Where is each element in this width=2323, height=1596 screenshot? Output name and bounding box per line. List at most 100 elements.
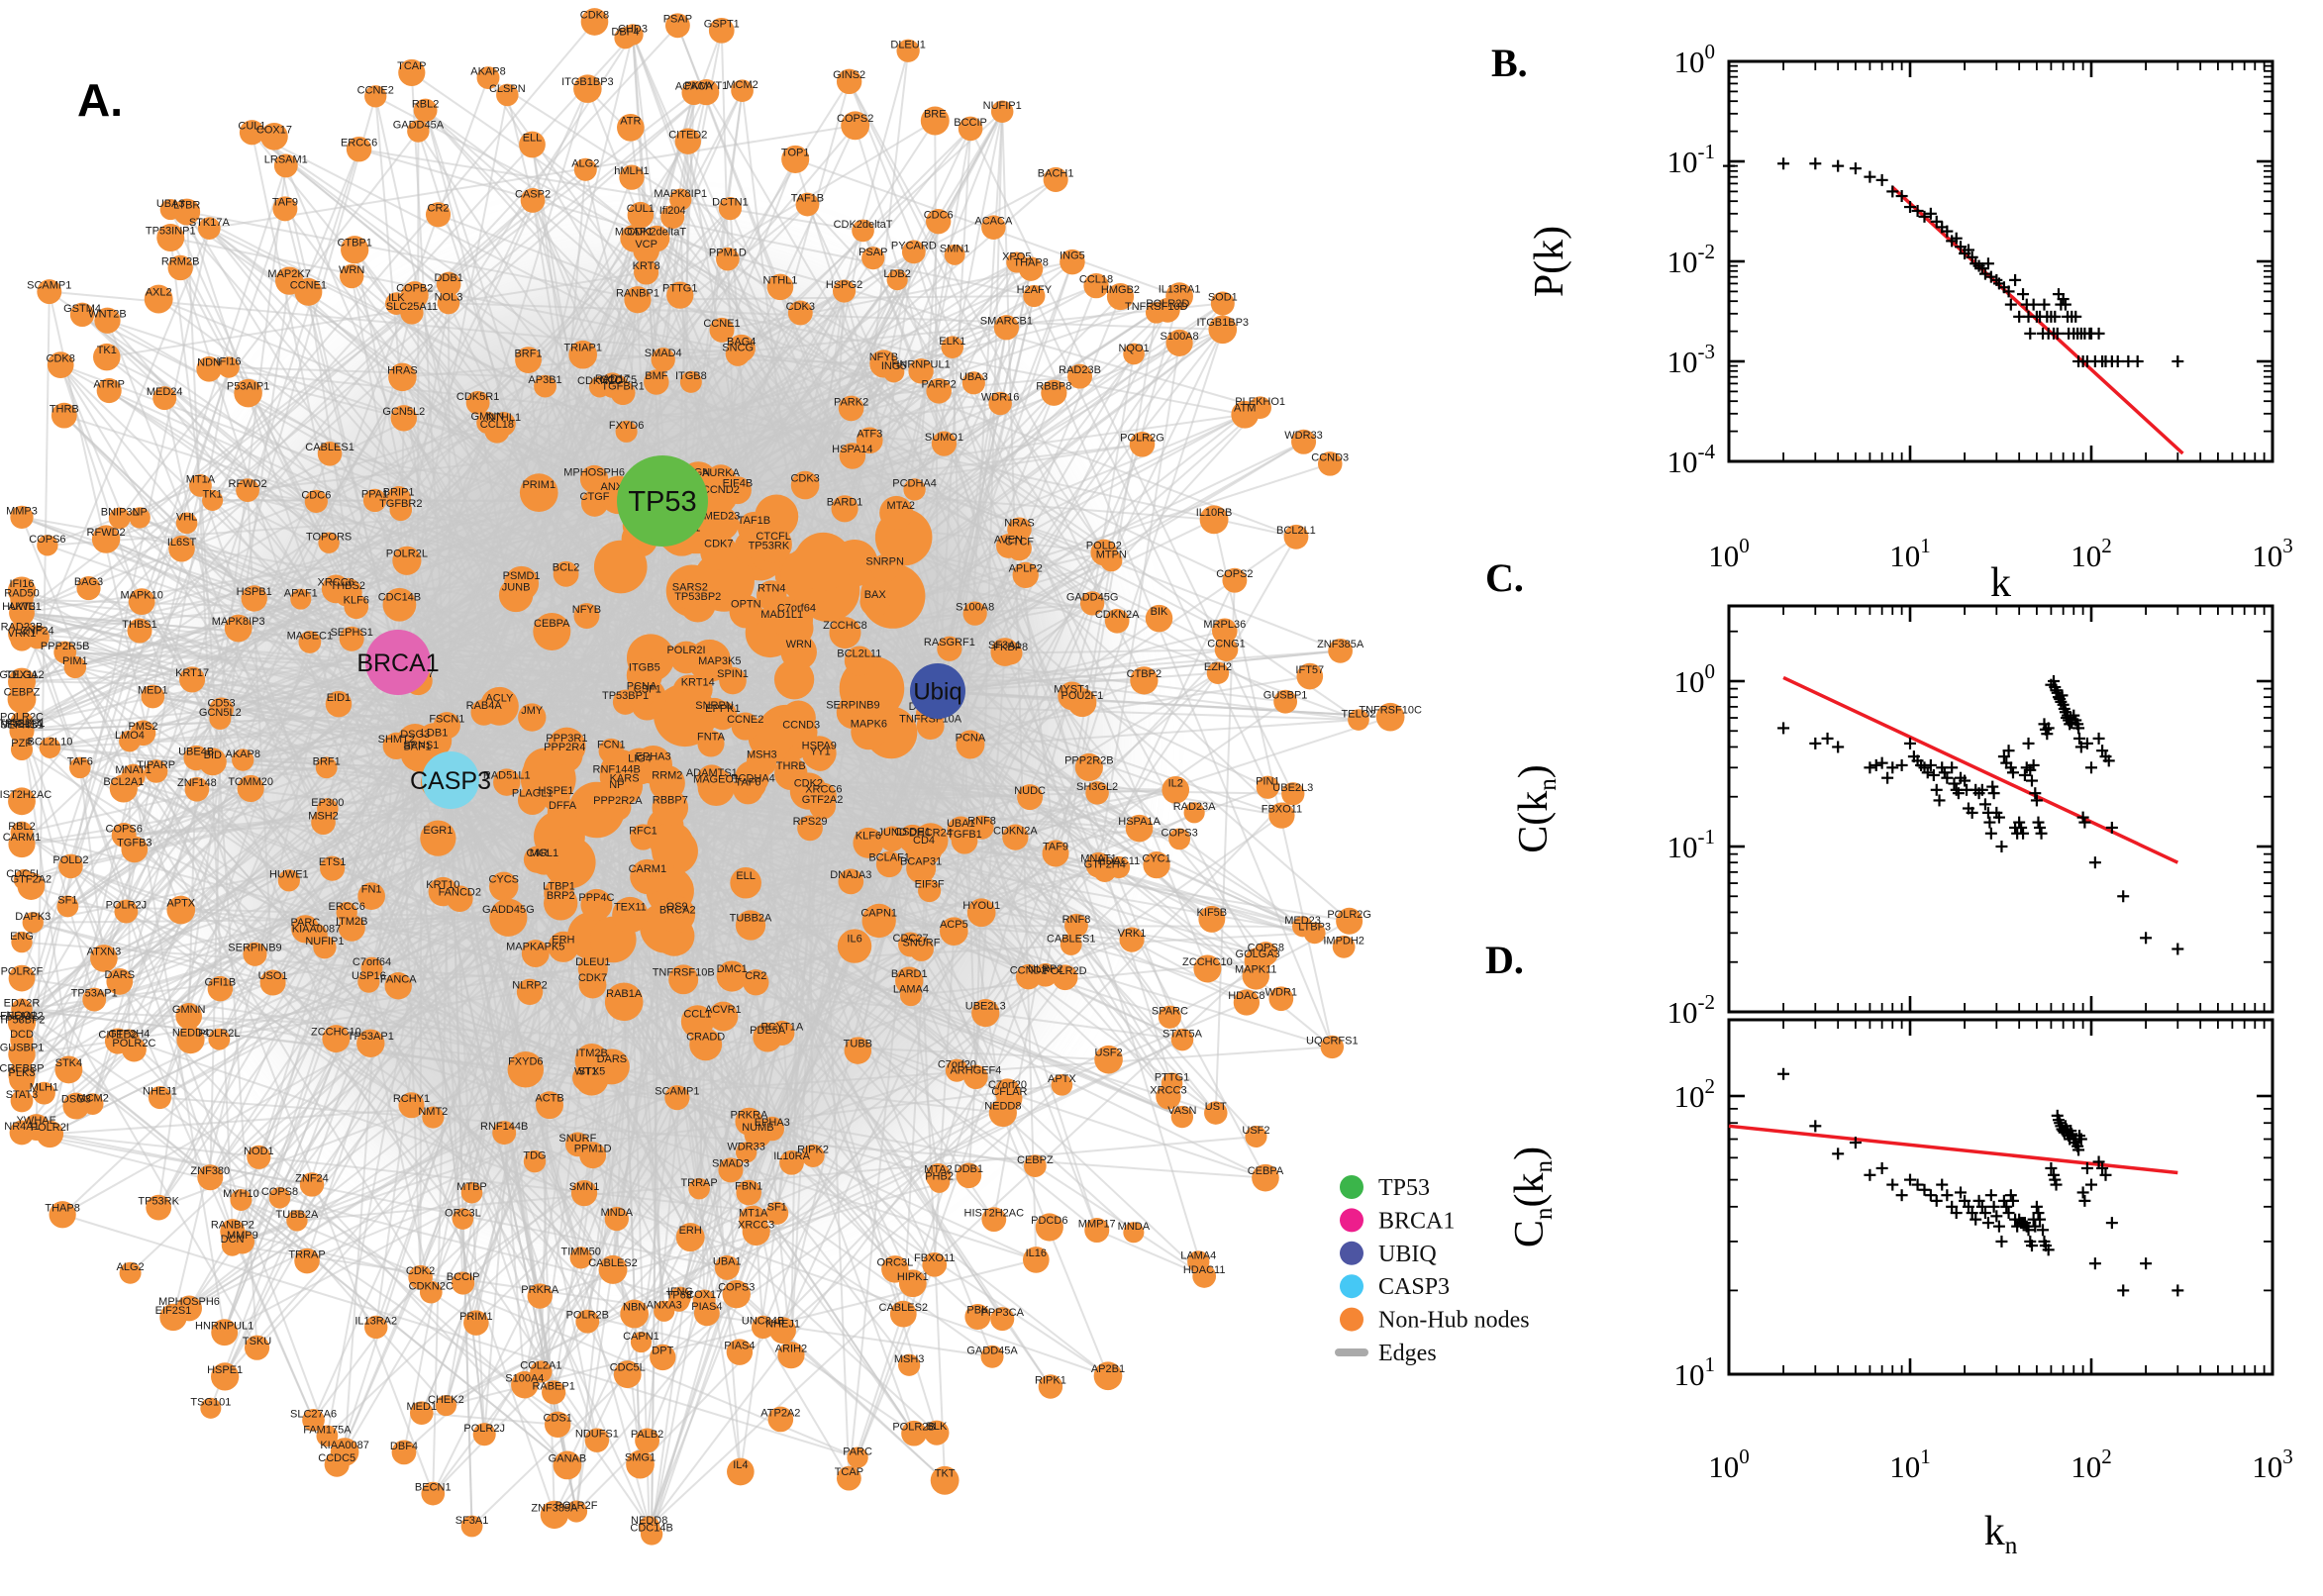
node-label: STAT3 (6, 1089, 39, 1101)
data-point (1930, 1194, 1943, 1207)
node-label: CDK7 (704, 539, 733, 550)
node-label: YY1 (810, 746, 831, 757)
node-label: SF1 (767, 1201, 787, 1213)
node-label: COX17 (686, 1289, 722, 1301)
node-label: DPT (652, 1346, 673, 1357)
panel-c-label: C. (1485, 555, 1524, 600)
node-label: SF3A1 (455, 1515, 489, 1527)
network-node (779, 1149, 804, 1175)
node-label: GSTM4 (63, 303, 101, 315)
network-node (908, 936, 934, 961)
edge (1096, 1229, 1205, 1277)
data-point (1886, 761, 1899, 774)
data-point (2088, 1257, 2101, 1270)
edge (21, 358, 530, 944)
hub-edge (21, 661, 399, 1134)
node-label: RNF8 (1062, 914, 1091, 926)
hub-edge (937, 690, 1391, 719)
edge (296, 1135, 1257, 1222)
node-label: CDC14B (378, 592, 421, 604)
data-point (2076, 1186, 2089, 1199)
data-point (2131, 355, 2144, 367)
node-label: GFI1B (204, 976, 236, 988)
node-label: AXL2 (146, 286, 172, 298)
data-point (1930, 783, 1943, 796)
legend-item-brca1: BRCA1 (1340, 1208, 1455, 1234)
edge (32, 921, 939, 1177)
network-node (492, 1121, 517, 1146)
node-label: CCDC5 (318, 1452, 355, 1464)
fit-line (1728, 1124, 2178, 1175)
network-node (889, 500, 913, 523)
node-label: COPS2 (837, 113, 873, 125)
data-point (1984, 1189, 1997, 1202)
network-node (179, 666, 206, 693)
hub-edge (218, 661, 399, 1041)
network-node (386, 486, 412, 511)
data-point (1849, 162, 1862, 175)
node-label: SARS2 (672, 581, 708, 593)
hub-edge (397, 422, 489, 663)
network-node (697, 730, 725, 757)
node-label: TNFRSF10B (653, 967, 715, 979)
hub-edge (304, 779, 452, 931)
node-label: CDK8 (47, 352, 75, 364)
network-node (465, 390, 490, 415)
node-label: KRT14 (681, 677, 715, 689)
edge (753, 1219, 904, 1315)
node-label: PPP2R2A (593, 795, 643, 807)
tick-labels: 100 10-1 10-2 (1667, 659, 1716, 1030)
node-label: COPS8 (1248, 942, 1284, 953)
x-tick-label: 100 (1708, 534, 1750, 573)
node-label: POLR2G (1120, 433, 1164, 445)
edge (821, 806, 851, 1479)
network-node (388, 362, 417, 392)
node-label: THRB (50, 403, 79, 415)
scatter-points (1777, 1067, 2184, 1297)
hub-edge (937, 329, 1224, 692)
node-label: CTCF (1005, 537, 1035, 549)
y-tick-label: 100 (1674, 659, 1716, 699)
node-label: POLR2D (1044, 965, 1087, 977)
node-label: JMY (521, 705, 544, 717)
node-label: HIST2H2AC (964, 1208, 1025, 1220)
node-label: NUFIP1 (983, 100, 1022, 112)
y-axis-title: Cn​(kn​) (1507, 1147, 1558, 1247)
network-node (604, 1206, 629, 1232)
hub-edge (397, 661, 749, 791)
node-label: EGR1 (423, 825, 453, 837)
node-label: HMGB2 (1101, 284, 1140, 296)
node-label: NTHL1 (763, 275, 798, 287)
data-point (1995, 840, 2008, 852)
network-node (516, 978, 544, 1006)
edge (224, 811, 1195, 1334)
network-node (875, 850, 903, 878)
hub-edge (450, 779, 680, 1302)
node-label: BRF1 (514, 348, 542, 359)
node-label: SERPINB9 (228, 943, 281, 954)
node-label: CDKN2A (1095, 609, 1140, 621)
node-label: SHMT2 (378, 734, 415, 746)
network-node (570, 1179, 598, 1207)
node-label: ACACA (974, 216, 1013, 228)
network-node (568, 340, 598, 369)
edge (857, 1263, 936, 1458)
network-node (937, 636, 962, 661)
edge (475, 1036, 768, 1324)
network-node (390, 405, 418, 432)
node-label: USF2 (1095, 1047, 1123, 1059)
node-label: RFWD2 (229, 478, 267, 490)
axis-ticks (1727, 59, 2274, 463)
network-node (931, 431, 958, 456)
network-node (708, 1001, 739, 1032)
node-label: CFLAR (991, 1086, 1027, 1098)
node-label: SLC27A6 (290, 1409, 337, 1421)
network-node (573, 603, 600, 630)
data-point (2088, 856, 2101, 869)
node-label: RBBP8 (1036, 380, 1071, 392)
edge (159, 1096, 1266, 1179)
node-label: TOPORS (306, 531, 352, 543)
node-label: PPM1D (709, 248, 747, 259)
